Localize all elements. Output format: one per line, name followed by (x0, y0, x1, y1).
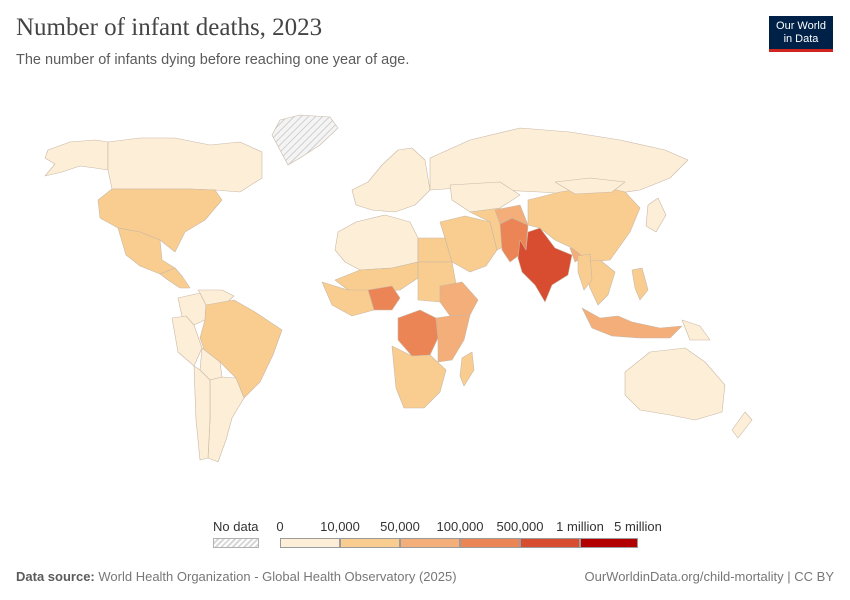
chart-title: Number of infant deaths, 2023 (16, 14, 323, 41)
region-afghanistan[interactable] (494, 204, 529, 226)
logo-line-1: Our World (776, 20, 826, 32)
legend-tick: 50,000 (380, 519, 420, 534)
region-indonesia[interactable] (581, 307, 683, 339)
legend-nodata-swatch[interactable] (213, 538, 259, 548)
region-kazakhstan[interactable] (449, 181, 521, 213)
legend-swatch[interactable] (580, 538, 638, 548)
legend-swatch[interactable] (460, 538, 520, 548)
region-myanmar[interactable] (577, 253, 593, 291)
legend-tick: 0 (276, 519, 284, 534)
region-chile[interactable] (193, 365, 211, 461)
region-japan[interactable] (645, 197, 667, 233)
legend-tick: 5 million (614, 519, 662, 534)
region-southeast-asia[interactable] (583, 259, 616, 306)
region-western-europe[interactable] (351, 147, 431, 213)
legend-swatch[interactable] (400, 538, 460, 548)
region-madagascar[interactable] (459, 351, 475, 387)
region-southern-africa[interactable] (391, 345, 447, 409)
data-source: Data source: World Health Organization -… (16, 569, 457, 584)
region-united-states[interactable] (97, 188, 223, 253)
logo-line-2: in Data (783, 33, 819, 45)
region-greenland[interactable] (271, 114, 339, 166)
legend-tick: 1 million (556, 519, 604, 534)
region-new-zealand[interactable] (731, 411, 753, 439)
source-url[interactable]: OurWorldinData.org/child-mortality | CC … (584, 569, 835, 584)
region-mongolia[interactable] (554, 177, 626, 195)
region-philippines[interactable] (631, 267, 649, 301)
region-india[interactable] (517, 227, 573, 303)
region-sahel[interactable] (334, 261, 419, 293)
legend-tick: 500,000 (496, 519, 544, 534)
source-label: Data source: (16, 569, 95, 584)
region-west-africa[interactable] (321, 281, 375, 317)
region-east-africa[interactable] (435, 314, 471, 363)
region-central-america[interactable] (159, 267, 191, 289)
world-map (44, 114, 753, 463)
legend-swatch[interactable] (340, 538, 400, 548)
region-australia[interactable] (624, 347, 726, 421)
source-text[interactable]: World Health Organization - Global Healt… (98, 569, 457, 584)
region-dr-congo[interactable] (397, 309, 439, 357)
legend-tick: 100,000 (436, 519, 484, 534)
region-alaska[interactable] (44, 139, 109, 177)
region-ethiopia[interactable] (439, 281, 479, 317)
legend-nodata-label: No data (213, 519, 259, 534)
region-canada[interactable] (107, 137, 263, 193)
region-papua-new-guinea[interactable] (681, 319, 711, 341)
chart-subtitle: The number of infants dying before reach… (16, 52, 410, 68)
legend-swatch[interactable] (520, 538, 580, 548)
legend-tick: 10,000 (320, 519, 360, 534)
region-argentina[interactable] (207, 376, 245, 463)
region-middle-east[interactable] (439, 215, 498, 273)
legend-swatch[interactable] (280, 538, 340, 548)
owid-logo[interactable]: Our World in Data (769, 16, 833, 52)
region-north-africa[interactable] (334, 214, 419, 271)
